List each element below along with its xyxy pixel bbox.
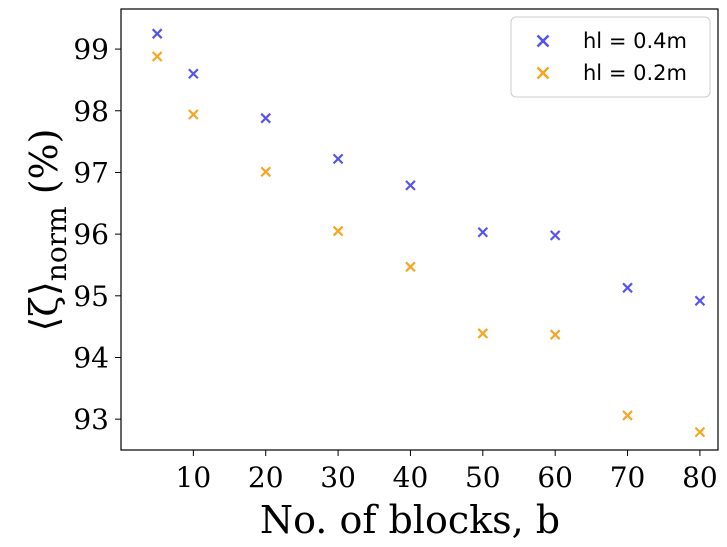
x-axis: 10 20 30 40 50 60 70 80 <box>176 450 718 494</box>
y-tick-label: 95 <box>73 280 109 313</box>
y-axis-label-prefix: ⟨ζ⟩ <box>22 281 66 331</box>
y-tick-label: 96 <box>73 218 109 251</box>
data-point-series-1 <box>151 28 163 39</box>
legend-marker <box>536 66 550 80</box>
data-point-series-2 <box>260 166 272 178</box>
data-point-series-2 <box>549 329 561 340</box>
y-tick-label: 94 <box>73 341 109 374</box>
data-point-series-1 <box>332 153 344 165</box>
y-axis-label-suffix: (%) <box>22 129 66 207</box>
data-point-series-1 <box>622 282 633 294</box>
x-tick-label: 50 <box>465 461 501 494</box>
legend: hl = 0.4m hl = 0.2m <box>510 16 711 98</box>
y-tick-label: 97 <box>73 156 109 189</box>
x-tick-label: 40 <box>393 461 429 494</box>
data-point-series-1 <box>405 180 416 191</box>
data-point-series-2 <box>694 426 706 438</box>
y-tick-label: 98 <box>73 95 109 128</box>
x-axis-label: No. of blocks, b <box>260 498 560 542</box>
data-point-series-2 <box>188 109 199 120</box>
data-point-series-2 <box>332 225 344 237</box>
data-point-series-2 <box>622 410 633 421</box>
x-tick-label: 30 <box>320 461 356 494</box>
y-axis: 93 94 95 96 97 98 99 <box>73 33 121 436</box>
axes-frame <box>120 8 719 451</box>
x-tick-label: 20 <box>248 461 284 494</box>
data-point-series-1 <box>549 230 561 241</box>
y-axis-label-subscript: norm <box>40 206 73 281</box>
y-tick-label: 93 <box>73 403 109 436</box>
data-point-series-2 <box>405 261 416 273</box>
legend-label: hl = 0.4m <box>583 29 687 53</box>
data-point-series-1 <box>188 68 199 80</box>
plot-area <box>151 28 706 438</box>
legend-marker <box>536 34 550 48</box>
legend-box <box>510 16 711 98</box>
y-axis-label: ⟨ζ⟩norm (%) <box>22 129 73 332</box>
legend-label: hl = 0.2m <box>583 61 687 85</box>
data-point-series-1 <box>477 226 489 238</box>
y-tick-label: 99 <box>73 33 109 66</box>
data-point-series-1 <box>694 295 706 307</box>
data-point-series-2 <box>477 328 489 339</box>
axes-border <box>120 8 719 451</box>
data-point-series-2 <box>151 51 163 62</box>
x-tick-label: 70 <box>610 461 646 494</box>
x-tick-label: 10 <box>176 461 212 494</box>
data-point-series-1 <box>260 112 272 124</box>
x-tick-label: 60 <box>537 461 573 494</box>
x-tick-label: 80 <box>682 461 718 494</box>
